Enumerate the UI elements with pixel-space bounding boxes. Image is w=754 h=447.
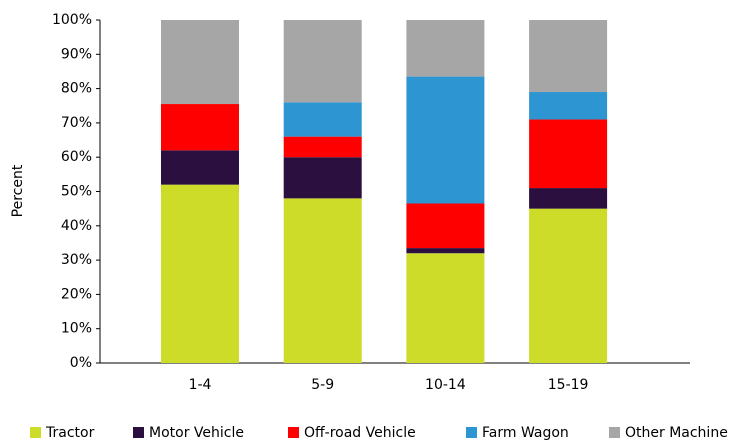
bar-segment [283, 102, 362, 137]
bar-segment [161, 20, 239, 105]
bar-segment [406, 76, 485, 204]
bar-segment [529, 188, 608, 209]
bar-segment [283, 136, 362, 158]
bar-segment [406, 20, 485, 77]
legend-swatch [133, 427, 144, 438]
bar-segment [161, 184, 239, 363]
legend-label: Farm Wagon [482, 425, 569, 441]
bar-segment [529, 208, 608, 363]
bar-segment [406, 253, 485, 363]
x-tick-label: 1-4 [189, 377, 212, 393]
legend-label: Off-road Vehicle [304, 425, 416, 441]
bar-segment [529, 92, 608, 120]
legend-swatch [466, 427, 477, 438]
legend-swatch [288, 427, 299, 438]
bar-segment [283, 157, 362, 199]
bar-segment [406, 248, 485, 254]
legend-swatch [609, 427, 620, 438]
legend-label: Tractor [45, 425, 95, 441]
x-tick-label: 10-14 [425, 377, 466, 393]
y-tick-label: 20% [61, 286, 92, 302]
bar-segment [529, 20, 608, 93]
y-tick-label: 100% [52, 12, 92, 28]
y-tick-label: 70% [61, 115, 92, 131]
y-tick-label: 40% [61, 218, 92, 234]
bar-segment [161, 104, 239, 151]
y-tick-label: 10% [61, 321, 92, 337]
y-axis-label: Percent [10, 164, 26, 217]
y-tick-label: 30% [61, 252, 92, 268]
legend-swatch [30, 427, 41, 438]
legend-label: Other Machine [625, 425, 728, 441]
legend-label: Motor Vehicle [149, 425, 244, 441]
x-tick-label: 5-9 [311, 377, 334, 393]
y-tick-label: 80% [61, 81, 92, 97]
y-tick-label: 0% [70, 355, 92, 371]
bar-segment [283, 20, 362, 103]
y-tick-label: 60% [61, 149, 92, 165]
bar-segment [283, 198, 362, 363]
x-tick-label: 15-19 [548, 377, 589, 393]
bar-segment [161, 150, 239, 185]
y-tick-label: 90% [61, 46, 92, 62]
bar-segment [406, 203, 485, 249]
y-tick-label: 50% [61, 184, 92, 200]
bar-segment [529, 119, 608, 189]
